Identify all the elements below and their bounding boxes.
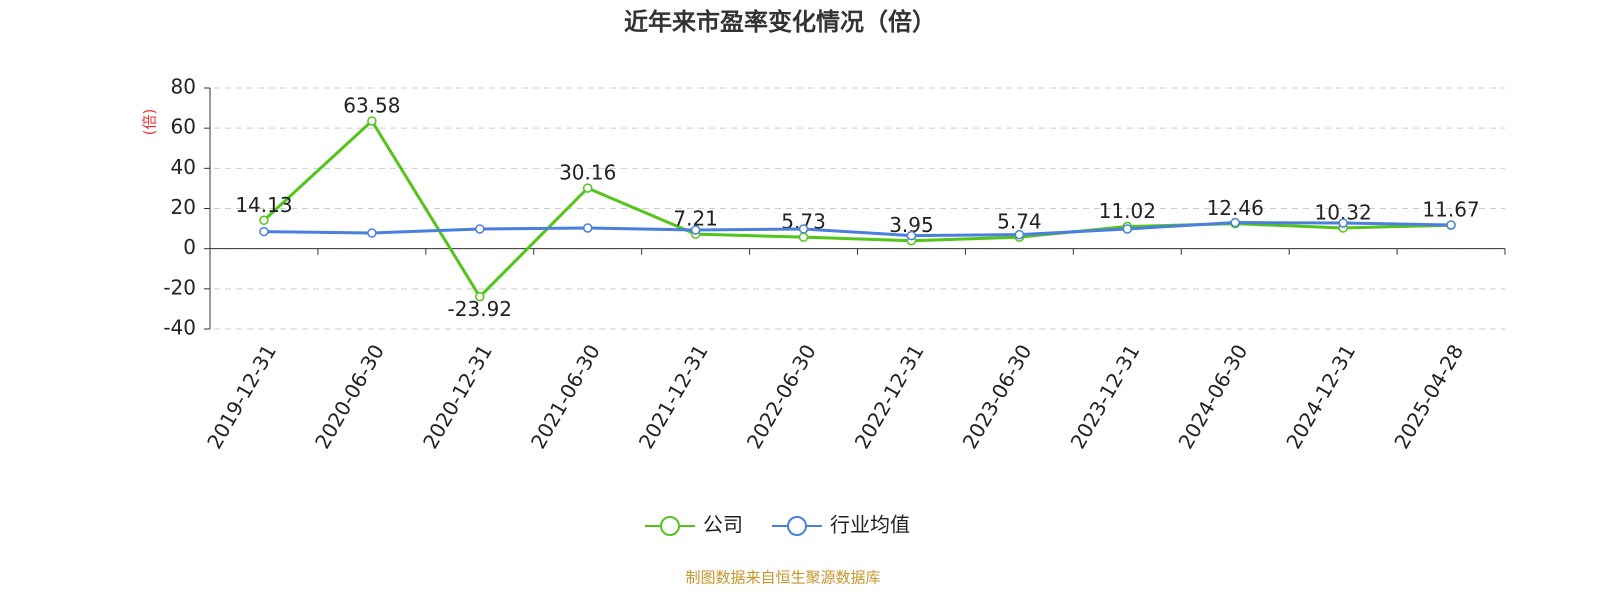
point [798, 224, 809, 234]
x-tick-label: 2021-06-30 [526, 340, 605, 453]
x-tick-label: 2021-12-31 [634, 340, 713, 453]
x-tick-label: 2024-06-30 [1173, 340, 1252, 453]
y-tick-label: -20 [163, 275, 196, 299]
data-label: 5.74 [997, 210, 1042, 234]
legend-item: 公司 [645, 513, 743, 537]
data-label: 63.58 [343, 93, 400, 117]
x-tick-label: 2023-12-31 [1065, 340, 1144, 453]
y-tick-label: 20 [171, 195, 196, 219]
point [582, 223, 593, 233]
y-tick-label: 60 [171, 115, 196, 139]
data-label: -23.92 [448, 297, 512, 321]
point [475, 224, 485, 234]
x-tick-label: 2020-12-31 [418, 340, 497, 453]
data-label: 12.46 [1207, 196, 1264, 220]
point [798, 232, 809, 242]
point [906, 230, 917, 241]
point [367, 228, 377, 238]
point [1338, 218, 1348, 228]
y-tick-label: 0 [183, 235, 196, 259]
legend-item: 行业均值 [772, 513, 910, 537]
x-tick-label: 2022-12-31 [850, 340, 929, 453]
y-tick-label: -40 [163, 316, 196, 340]
x-tick-label: 2023-06-30 [958, 340, 1037, 453]
y-tick-label: 80 [171, 75, 196, 99]
data-label: 30.16 [559, 161, 616, 185]
point [1446, 220, 1456, 230]
series-line [262, 118, 1452, 300]
point [259, 215, 269, 226]
point [259, 226, 269, 237]
data-label: 11.67 [1422, 198, 1479, 222]
x-tick-label: 2019-12-31 [202, 340, 281, 453]
legend-marker [787, 516, 807, 536]
point [367, 116, 377, 126]
legend-marker [660, 516, 680, 536]
point [582, 183, 593, 193]
data-label: 14.13 [235, 193, 292, 217]
point [1014, 229, 1025, 240]
y-axis-label: (倍) [141, 109, 159, 136]
legend-label: 公司 [703, 513, 743, 537]
x-tick-label: 2020-06-30 [310, 340, 389, 453]
x-tick-label: 2025-04-28 [1389, 340, 1468, 453]
chart-title: 近年来市盈率变化情况（倍） [624, 8, 936, 36]
point [1122, 224, 1133, 234]
y-tick-label: 40 [171, 155, 196, 179]
point [475, 291, 485, 302]
series-line [263, 221, 1452, 238]
legend-label: 行业均值 [830, 513, 910, 537]
x-tick-label: 2024-12-31 [1281, 340, 1360, 453]
point [690, 225, 701, 235]
x-tick-label: 2022-06-30 [742, 340, 821, 453]
point [1230, 217, 1240, 228]
source-note: 制图数据来自恒生聚源数据库 [685, 569, 880, 587]
data-label: 11.02 [1099, 199, 1156, 223]
